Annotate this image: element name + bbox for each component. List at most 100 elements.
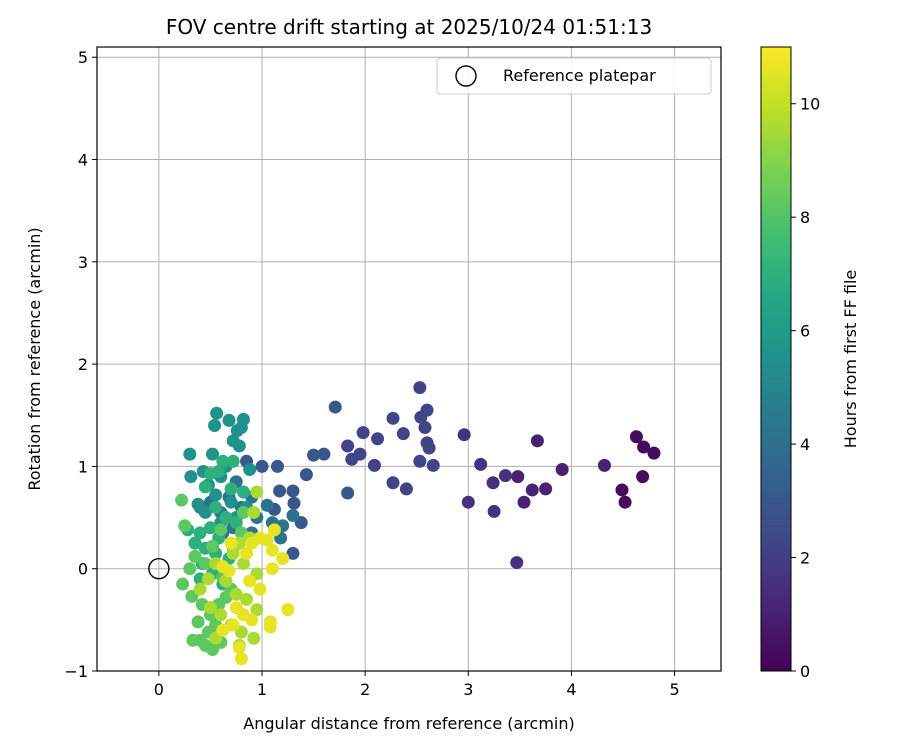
data-point — [413, 454, 427, 468]
data-point — [240, 592, 254, 606]
x-tick-label: 2 — [360, 680, 370, 699]
data-point — [219, 511, 233, 525]
data-point — [367, 458, 381, 472]
data-point — [247, 631, 261, 645]
data-point — [517, 495, 531, 509]
data-point — [243, 574, 257, 588]
colorbar-tick-label: 2 — [800, 549, 810, 568]
data-point — [191, 615, 205, 629]
data-point — [286, 546, 300, 560]
legend: Reference platepar — [436, 57, 712, 95]
data-point — [178, 519, 192, 533]
y-tick-label: 1 — [78, 457, 88, 476]
data-point — [236, 505, 250, 519]
data-point — [209, 488, 223, 502]
data-point — [629, 430, 643, 444]
data-point — [414, 410, 428, 424]
colorbar-ticks: 0 2 4 6 8 10 — [791, 95, 820, 681]
data-point — [265, 562, 279, 576]
data-point — [224, 536, 238, 550]
data-point — [188, 536, 202, 550]
x-tick-label: 1 — [257, 680, 267, 699]
reference-platepar-point — [148, 558, 170, 580]
data-point — [255, 459, 269, 473]
data-point — [212, 465, 226, 479]
data-point — [618, 495, 632, 509]
data-point — [226, 618, 240, 632]
data-point — [230, 424, 244, 438]
reference-marker — [148, 558, 170, 580]
data-point — [457, 428, 471, 442]
y-tick-label: −1 — [64, 662, 88, 681]
data-point — [510, 556, 524, 570]
data-point — [243, 462, 257, 476]
x-tick-label: 4 — [566, 680, 576, 699]
data-point — [210, 406, 224, 420]
data-point — [232, 640, 246, 654]
colorbar-tick-label: 8 — [800, 208, 810, 227]
data-point — [273, 484, 287, 498]
data-point — [299, 468, 313, 482]
data-point — [193, 582, 207, 596]
data-point — [530, 434, 544, 448]
data-point — [176, 577, 190, 591]
data-point — [226, 546, 240, 560]
data-point — [247, 505, 261, 519]
y-tick-label: 4 — [78, 151, 88, 170]
y-tick-label: 0 — [78, 560, 88, 579]
data-point — [341, 439, 355, 453]
data-point — [371, 432, 385, 446]
grid — [97, 47, 721, 672]
data-point — [525, 483, 539, 497]
data-point — [201, 572, 215, 586]
y-ticks: −1 0 1 2 3 4 5 — [64, 48, 97, 681]
data-point — [234, 652, 248, 666]
x-axis-label: Angular distance from reference (arcmin) — [243, 714, 574, 733]
data-point — [286, 484, 300, 498]
data-point — [250, 603, 264, 617]
data-point — [399, 482, 413, 496]
colorbar-tick-label: 0 — [800, 662, 810, 681]
data-point — [236, 485, 250, 499]
data-point — [250, 485, 264, 499]
data-point — [276, 551, 290, 565]
data-point — [486, 476, 500, 490]
data-point — [236, 608, 250, 622]
data-point — [413, 381, 427, 395]
chart-title: FOV centre drift starting at 2025/10/24 … — [166, 15, 652, 39]
x-tick-label: 0 — [154, 680, 164, 699]
legend-box — [436, 57, 712, 95]
legend-label: Reference platepar — [503, 66, 656, 85]
data-point — [287, 496, 301, 510]
data-point — [615, 483, 629, 497]
data-point — [226, 454, 240, 468]
data-point — [281, 603, 295, 617]
data-point — [461, 495, 475, 509]
data-point — [498, 469, 512, 483]
data-point — [555, 462, 569, 476]
data-point — [222, 564, 236, 578]
colorbar-tick-label: 6 — [800, 322, 810, 341]
data-point — [267, 523, 281, 537]
data-point — [341, 486, 355, 500]
y-tick-label: 3 — [78, 253, 88, 272]
data-point — [426, 458, 440, 472]
colorbar-tick-label: 4 — [800, 435, 810, 454]
data-point — [175, 493, 189, 507]
data-point — [198, 557, 212, 571]
data-point — [511, 470, 525, 484]
data-point — [647, 446, 661, 460]
data-point — [253, 582, 267, 596]
y-axis-label: Rotation from reference (arcmin) — [25, 227, 44, 490]
data-point — [487, 504, 501, 518]
plot-frame — [96, 46, 722, 672]
data-point — [597, 458, 611, 472]
data-point — [637, 440, 651, 454]
data-point — [229, 587, 243, 601]
data-point — [183, 447, 197, 461]
data-point — [209, 500, 223, 514]
data-point — [188, 549, 202, 563]
data-point — [203, 601, 217, 615]
x-ticks: 0 1 2 3 4 5 — [154, 671, 680, 699]
